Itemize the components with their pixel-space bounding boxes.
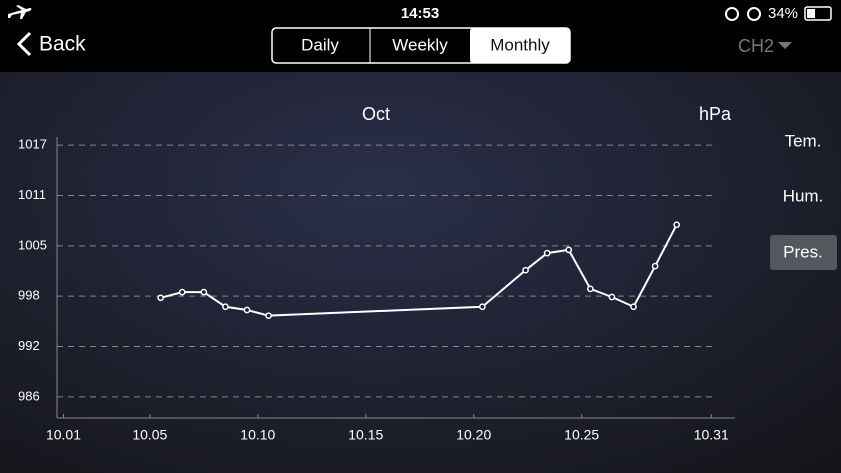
data-point: [265, 312, 272, 320]
chart: Oct hPa 986 992 998 1005 1011 1017 10.01 10.05 1…: [18, 104, 735, 443]
channel[interactable]: CH2: [738, 36, 774, 56]
data-point: [222, 303, 229, 311]
data-point: [178, 288, 186, 296]
lock-icon: [725, 7, 739, 21]
back-chevron: [16, 31, 32, 57]
side-button[interactable]: Pres.: [783, 242, 823, 261]
y-unit: hPa: [699, 104, 732, 124]
tab[interactable]: Weekly: [392, 35, 448, 54]
data-point: [651, 262, 659, 270]
y-tick-label: 1017: [18, 137, 47, 152]
data-point: [565, 246, 573, 254]
y-tick-label: 1011: [18, 187, 46, 202]
y-tick-label: 1005: [18, 237, 47, 252]
y-tick-label: 986: [18, 388, 40, 403]
tab[interactable]: Daily: [301, 35, 339, 54]
clock: 14:53: [401, 5, 439, 22]
data-point: [586, 285, 594, 293]
data-point: [157, 294, 164, 302]
back-label[interactable]: Back: [39, 33, 86, 56]
data-point: [630, 303, 637, 311]
x-tick-label: 10.01: [46, 427, 81, 443]
x-tick-label: 10.10: [240, 427, 275, 443]
battery-percent: 34%: [768, 5, 798, 22]
x-tick-label: 10.05: [132, 427, 167, 443]
y-tick-label: 998: [18, 288, 40, 303]
airplane-icon: [8, 5, 32, 19]
side-button[interactable]: Tem.: [785, 131, 822, 150]
data-point: [673, 221, 681, 229]
battery-icon: [804, 6, 832, 21]
data-point: [543, 249, 551, 257]
back-button[interactable]: Back: [16, 31, 86, 57]
top-bar: [0, 0, 841, 72]
data-point: [200, 288, 208, 296]
channel-caret[interactable]: [778, 42, 792, 49]
y-tick-label: 992: [18, 338, 40, 353]
data-point: [608, 293, 616, 301]
data-point: [479, 303, 486, 311]
x-tick-label: 10.20: [456, 427, 491, 443]
tab[interactable]: Monthly: [490, 35, 550, 54]
selected-tab-bg: [470, 28, 570, 63]
alarm-icon: [747, 7, 761, 21]
x-tick-label: 10.31: [694, 427, 729, 443]
x-tick-label: 10.25: [564, 427, 599, 443]
data-point: [522, 266, 529, 274]
battery-level: [807, 9, 815, 18]
data-point: [243, 306, 251, 314]
selected-side-bg: [770, 235, 837, 270]
chart-title: Oct: [362, 104, 390, 124]
side-button[interactable]: Hum.: [783, 186, 824, 205]
x-tick-label: 10.15: [348, 427, 383, 443]
